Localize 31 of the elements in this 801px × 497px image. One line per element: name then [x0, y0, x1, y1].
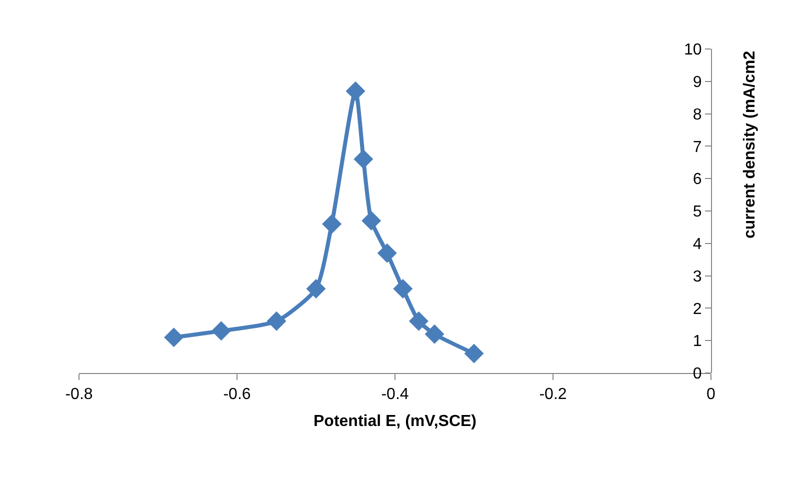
- point: [211, 321, 231, 341]
- x-axis-title: Potential E, (mV,SCE): [314, 412, 476, 430]
- y-tick-label: 1: [692, 333, 702, 350]
- point: [408, 311, 428, 331]
- point: [266, 311, 286, 331]
- y-tick-label: 8: [692, 106, 702, 124]
- y-tick-label: 10: [684, 42, 702, 59]
- y-axis-title: current density (mA/cm2: [742, 50, 758, 238]
- y-tick-label: 3: [692, 268, 702, 286]
- x-tick-label: -0.8: [65, 386, 93, 404]
- point: [377, 243, 397, 263]
- y-tick-label: 0: [692, 366, 702, 383]
- x-tick-label: 0: [706, 386, 716, 404]
- y-tick-label: 5: [692, 204, 702, 221]
- y-tick-label: 4: [692, 236, 702, 253]
- x-tick-label: -0.4: [381, 386, 409, 404]
- x-tick-label: -0.2: [539, 386, 567, 404]
- y-tick-label: 7: [692, 138, 702, 156]
- point: [362, 210, 382, 230]
- point: [393, 279, 413, 299]
- point: [346, 81, 366, 101]
- y-tick-label: 2: [692, 300, 702, 318]
- point: [164, 328, 184, 348]
- y-tick-label: 6: [692, 171, 702, 188]
- point: [306, 279, 326, 299]
- point: [424, 324, 444, 344]
- point: [464, 344, 484, 364]
- x-tick-label: -0.6: [223, 386, 251, 404]
- y-tick-label: 9: [692, 74, 702, 91]
- point: [322, 214, 342, 234]
- point: [354, 149, 374, 169]
